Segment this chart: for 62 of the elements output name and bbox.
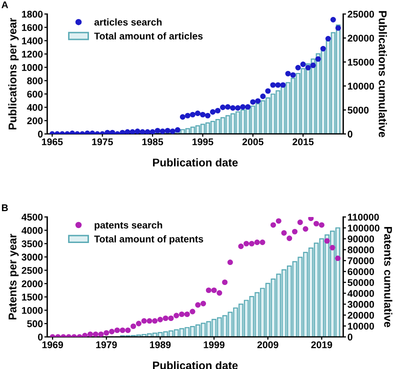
y-tick-label: 1800 [22, 10, 43, 18]
y2-tick-label: 90000 [348, 236, 374, 242]
y-tick-label: 600 [27, 90, 43, 98]
y2-tick-label: 80000 [348, 246, 374, 254]
y-tick-label: 1500 [22, 294, 43, 301]
y2-tick-label: 40000 [348, 290, 374, 297]
y-axis-title: Patents per year [8, 234, 19, 320]
y2-tick-label: 110000 [348, 214, 379, 221]
x-tick-label: 1985 [142, 138, 164, 146]
y2-tick-label: 60000 [348, 268, 374, 276]
legend-label: Total amount of articles [94, 32, 203, 40]
y-tick-label: 3500 [22, 240, 43, 248]
y-tick-label: 2000 [22, 280, 43, 288]
y2-tick-label: 50000 [348, 279, 374, 286]
x-axis-title: Publication date [153, 158, 238, 166]
y-tick-label: 4500 [22, 214, 43, 221]
y-tick-label: 1400 [22, 37, 43, 44]
x-tick-label: 1995 [192, 138, 214, 146]
y2-tick-label: 15000 [348, 58, 374, 66]
y-tick-label: 500 [27, 320, 43, 328]
y2-tick-label: 10000 [348, 82, 374, 90]
y2-axis-title: Publications cumulative [378, 11, 387, 138]
y2-tick-label: 100000 [348, 224, 380, 232]
x-tick-label: 1965 [42, 138, 63, 146]
legend-label: articles search [94, 18, 162, 26]
y-tick-label: 400 [26, 104, 43, 111]
y2-axis-title: Patents cumulative [384, 227, 392, 328]
y2-tick-label: 25000 [348, 10, 374, 18]
x-tick-label: 1989 [150, 341, 171, 348]
y-tick-label: 0 [38, 334, 43, 341]
y-tick-label: 2500 [22, 267, 43, 274]
y-tick-label: 1000 [22, 306, 43, 314]
x-tick-label: 2019 [311, 341, 332, 348]
legend-label: Total amount of patents [94, 235, 204, 244]
y2-tick-label: 5000 [348, 106, 369, 114]
y-tick-label: 200 [27, 117, 43, 124]
x-tick-label: 1979 [96, 341, 117, 348]
chart-title: B [2, 204, 8, 212]
y2-tick-label: 0 [348, 130, 352, 138]
x-tick-label: 2005 [242, 138, 264, 146]
chart-title: A [2, 1, 8, 8]
y2-tick-label: 30000 [348, 300, 374, 308]
y2-tick-label: 70000 [348, 257, 374, 264]
x-axis-title: Publication date [153, 361, 238, 369]
y-tick-label: 3000 [22, 254, 43, 261]
x-tick-label: 2015 [292, 138, 314, 146]
y-axis-title: Publications per year [8, 18, 19, 130]
y-tick-label: 1200 [22, 50, 43, 58]
y2-tick-label: 0 [348, 334, 352, 341]
y-tick-label: 800 [27, 77, 43, 84]
y-tick-label: 4000 [22, 227, 43, 234]
x-tick-label: 1999 [204, 341, 224, 348]
x-tick-label: 1975 [92, 138, 113, 146]
legend-label: patents search [94, 221, 162, 230]
y-tick-label: 1000 [22, 64, 43, 71]
x-tick-label: 2009 [257, 341, 278, 348]
y-tick-label: 0 [38, 130, 43, 138]
x-tick-label: 1969 [42, 341, 64, 348]
y2-tick-label: 10000 [348, 322, 374, 330]
y-tick-label: 1600 [22, 24, 43, 31]
y2-tick-label: 20000 [348, 34, 374, 42]
y2-tick-label: 20000 [348, 312, 374, 319]
